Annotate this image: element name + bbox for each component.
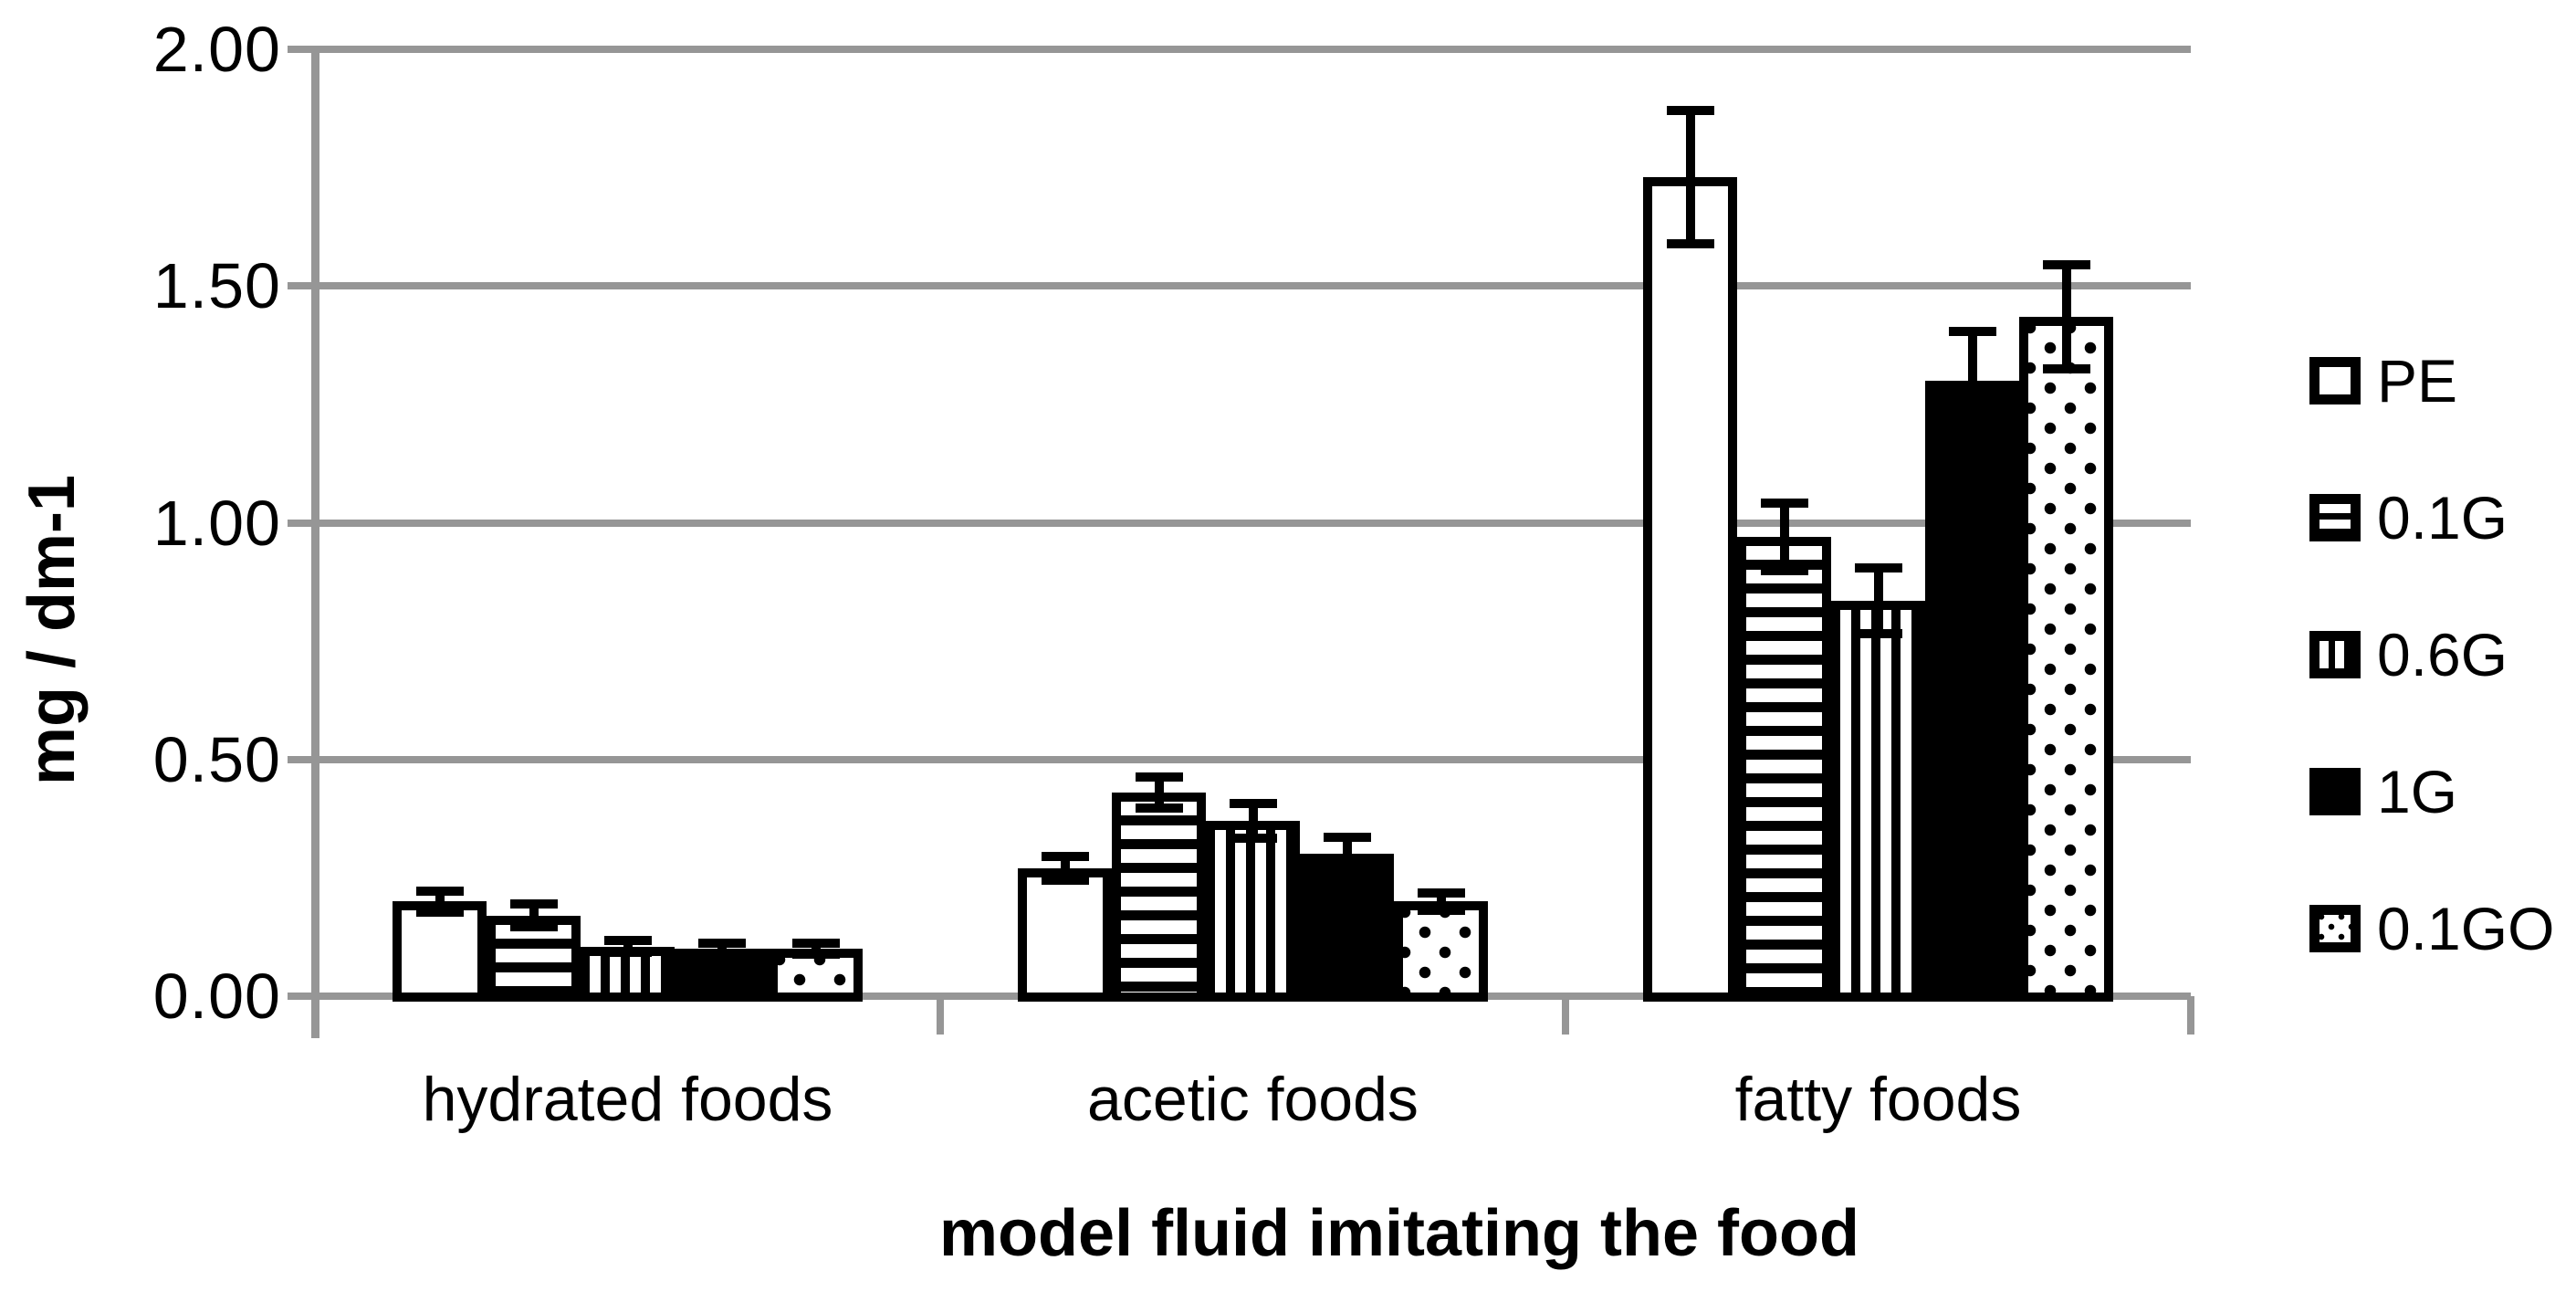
- x-axis-tick: [1562, 996, 1569, 1035]
- error-bar-cap-top: [509, 899, 558, 909]
- y-axis-tick: [288, 46, 315, 53]
- y-tick-label: 0.50: [152, 723, 281, 795]
- error-bar-stem: [1685, 110, 1695, 244]
- y-axis-tick: [288, 755, 315, 763]
- error-bar-cap-bottom: [1135, 804, 1183, 814]
- error-bar-cap-bottom: [791, 950, 840, 960]
- error-bar-cap-top: [1666, 106, 1714, 116]
- y-axis-tick: [288, 993, 315, 1000]
- legend-label-01GO: 0.1GO: [2377, 895, 2555, 962]
- legend-label-1G: 1G: [2377, 758, 2458, 825]
- error-bar-cap-top: [1229, 799, 1277, 809]
- category-label: acetic foods: [1087, 1065, 1419, 1134]
- error-bar-stem: [2061, 264, 2071, 369]
- bar-1G-2: [1925, 380, 2019, 1002]
- x-axis-title: model fluid imitating the food: [939, 1197, 1859, 1270]
- error-bar-cap-bottom: [1948, 425, 1996, 436]
- bar-01GO-0: [769, 949, 863, 1002]
- bar-01GO-1: [1394, 901, 1488, 1002]
- category-label: hydrated foods: [422, 1065, 833, 1134]
- y-axis-title: mg / dm-1: [16, 474, 89, 786]
- error-bar-cap-bottom: [509, 922, 558, 932]
- error-bar-cap-bottom: [1417, 905, 1465, 915]
- error-bar-stem: [1873, 567, 1883, 635]
- gridline: [315, 755, 2191, 763]
- error-bar-cap-bottom: [415, 907, 464, 917]
- legend-swatch-PE: [2309, 357, 2361, 404]
- x-axis-tick: [937, 996, 944, 1035]
- error-bar-stem: [623, 940, 633, 953]
- bar-01GO-2: [2019, 316, 2113, 1002]
- legend-swatch-01G: [2309, 494, 2361, 541]
- error-bar-stem: [1060, 856, 1070, 880]
- y-tick-label: 1.50: [152, 250, 281, 322]
- error-bar-cap-bottom: [1854, 629, 1902, 639]
- category-label: fatty foods: [1734, 1065, 2022, 1134]
- error-bar-cap-top: [1854, 562, 1902, 572]
- legend-swatch-01GO: [2309, 905, 2361, 952]
- y-tick-label: 2.00: [152, 14, 281, 85]
- error-bar-stem: [1248, 804, 1258, 838]
- error-bar-cap-top: [1760, 498, 1808, 508]
- x-axis-tick: [2187, 996, 2194, 1035]
- error-bar-cap-bottom: [1666, 238, 1714, 248]
- gridline: [315, 46, 2191, 53]
- error-bar-cap-bottom: [1229, 833, 1277, 843]
- gridline: [315, 519, 2191, 527]
- error-bar-cap-top: [697, 938, 746, 948]
- y-axis-line: [311, 46, 319, 1038]
- error-bar-stem: [1342, 837, 1352, 871]
- legend-swatch-1G: [2309, 768, 2361, 815]
- error-bar-cap-top: [1323, 833, 1371, 843]
- error-bar-cap-top: [1948, 326, 1996, 336]
- error-bar-stem: [1436, 892, 1446, 910]
- bar-01G-1: [1112, 793, 1206, 1002]
- error-bar-cap-top: [791, 938, 840, 948]
- error-bar-cap-bottom: [1323, 866, 1371, 876]
- bar-01G-2: [1737, 537, 1831, 1002]
- legend-label-01G: 0.1G: [2377, 484, 2508, 551]
- error-bar-stem: [435, 890, 445, 912]
- bar-PE-2: [1643, 176, 1737, 1002]
- legend-swatch-06G: [2309, 631, 2361, 678]
- error-bar-stem: [1154, 776, 1164, 809]
- legend-label-PE: PE: [2377, 347, 2458, 415]
- error-bar-cap-top: [1041, 852, 1089, 862]
- bar-06G-2: [1831, 601, 1925, 1002]
- error-bar-cap-top: [1135, 772, 1183, 782]
- error-bar-cap-top: [2042, 259, 2090, 269]
- bar-06G-1: [1206, 821, 1300, 1002]
- error-bar-cap-bottom: [1760, 566, 1808, 576]
- error-bar-stem: [811, 942, 821, 955]
- bar-PE-1: [1018, 868, 1112, 1002]
- y-tick-label: 1.00: [152, 487, 281, 559]
- error-bar-stem: [1967, 331, 1977, 431]
- error-bar-stem: [717, 942, 727, 955]
- y-axis-tick: [288, 282, 315, 290]
- y-axis-tick: [288, 519, 315, 527]
- error-bar-cap-bottom: [603, 948, 652, 958]
- error-bar-cap-bottom: [2042, 363, 2090, 373]
- error-bar-cap-top: [415, 886, 464, 896]
- error-bar-cap-top: [603, 935, 652, 945]
- bar-1G-1: [1300, 854, 1394, 1002]
- bar-PE-0: [393, 901, 487, 1002]
- error-bar-cap-top: [1417, 888, 1465, 898]
- error-bar-cap-bottom: [697, 950, 746, 960]
- legend-label-06G: 0.6G: [2377, 621, 2508, 688]
- error-bar-stem: [529, 904, 539, 928]
- gridline: [315, 282, 2191, 290]
- error-bar-cap-bottom: [1041, 875, 1089, 885]
- y-tick-label: 0.00: [152, 961, 281, 1032]
- error-bar-stem: [1779, 502, 1789, 572]
